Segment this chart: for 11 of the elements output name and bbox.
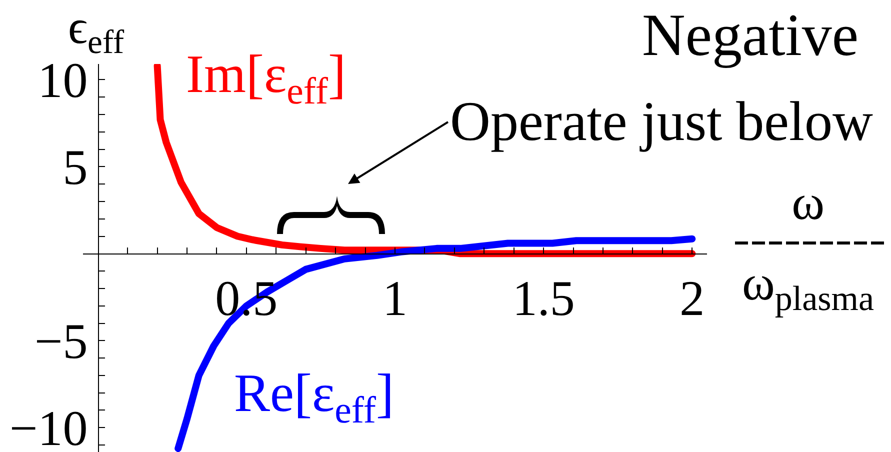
chart-title: Negative bbox=[642, 2, 859, 68]
y-tick-label: 5 bbox=[62, 139, 88, 196]
series-label: Re[ε$_{eff}$] bbox=[234, 363, 394, 432]
x-tick-label: 2 bbox=[680, 270, 705, 326]
series-label: Im[ε$_{eff}$] bbox=[186, 44, 346, 112]
x-tick-label: 1.5 bbox=[512, 270, 575, 326]
y-tick-label: −10 bbox=[10, 400, 88, 452]
x-tick-label: 1 bbox=[382, 270, 408, 326]
annotation: Operate just below bbox=[450, 91, 874, 153]
x-axis-title: ω ω$_{plasma}$ bbox=[742, 174, 875, 318]
y-tick-label: −5 bbox=[34, 313, 88, 370]
